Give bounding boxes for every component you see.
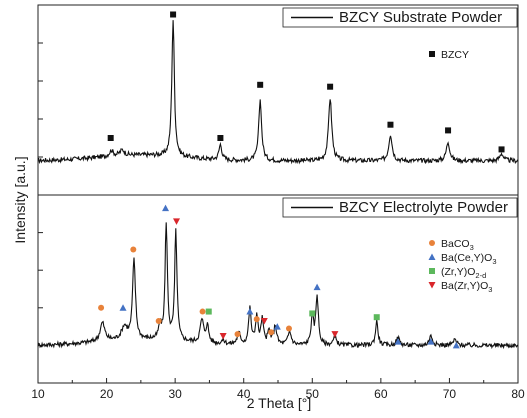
marker-legend-label: BaCO3 xyxy=(441,238,474,252)
phase-marker xyxy=(373,314,380,321)
phase-marker xyxy=(199,308,206,315)
legend: BZCY Substrate Powder xyxy=(282,7,518,28)
marker-legend-label: BZCY xyxy=(441,49,469,61)
x-tick-label: 30 xyxy=(168,387,182,401)
legend-box xyxy=(282,7,518,28)
xrd-pattern-line xyxy=(37,20,519,165)
phase-marker xyxy=(273,323,281,330)
marker-legend-label: Ba(Zr,Y)O3 xyxy=(441,280,492,294)
phase-marker xyxy=(246,308,254,315)
x-tick-label: 80 xyxy=(511,387,525,401)
panel-frame xyxy=(37,4,519,196)
marker-legend-subscript: 3 xyxy=(492,257,496,266)
phase-marker xyxy=(427,338,435,345)
marker-legend-symbol xyxy=(429,240,435,246)
x-tick-label: 60 xyxy=(374,387,388,401)
marker-legend-label: Ba(Ce,Y)O3 xyxy=(441,252,497,266)
phase-marker xyxy=(219,333,227,340)
phase-marker xyxy=(162,204,170,212)
x-tick-label: 20 xyxy=(100,387,114,401)
legend-label: BZCY Electrolyte Powder xyxy=(339,199,508,216)
phase-marker xyxy=(331,331,339,338)
phase-marker xyxy=(498,146,505,153)
phase-marker xyxy=(268,329,275,336)
x-tick-label: 10 xyxy=(31,387,45,401)
phase-marker xyxy=(285,325,292,332)
phase-marker xyxy=(234,331,241,338)
marker-legend: BZCY xyxy=(429,49,469,61)
phase-marker xyxy=(313,283,321,291)
legend-label: BZCY Substrate Powder xyxy=(339,9,502,26)
phase-marker xyxy=(394,338,402,345)
x-tick-label: 50 xyxy=(306,387,320,401)
marker-legend-symbol xyxy=(428,253,436,260)
phase-marker xyxy=(217,135,224,141)
phase-marker xyxy=(130,246,137,253)
phase-marker xyxy=(253,316,260,323)
phase-marker xyxy=(107,135,114,141)
phase-marker xyxy=(260,317,268,325)
marker-legend-symbol xyxy=(428,282,436,289)
phase-marker xyxy=(327,83,334,90)
phase-marker xyxy=(98,304,105,311)
phase-marker xyxy=(309,310,316,317)
phase-marker xyxy=(119,304,127,311)
phase-marker xyxy=(257,81,264,88)
phase-marker xyxy=(170,11,177,18)
marker-legend-label: (Zr,Y)O2-d xyxy=(441,266,486,280)
legend-box xyxy=(282,197,518,218)
marker-legend-symbol xyxy=(429,268,435,274)
marker-legend-subscript: 3 xyxy=(488,285,492,294)
phase-marker xyxy=(205,308,212,315)
y-axis-label: Intensity [a.u.] xyxy=(12,156,28,243)
x-axis: 10 20 30 40 50 60 70 80 xyxy=(31,378,525,401)
phase-marker xyxy=(445,127,452,134)
legend: BZCY Electrolyte Powder xyxy=(282,197,518,218)
marker-legend-subscript: 3 xyxy=(470,243,474,252)
phase-marker xyxy=(155,317,162,324)
phase-marker xyxy=(387,121,394,128)
x-axis-label: 2 Theta [°] xyxy=(247,395,312,411)
x-tick-label: 40 xyxy=(237,387,251,401)
marker-legend-subscript: 2-d xyxy=(475,271,486,280)
phase-marker xyxy=(173,218,181,225)
marker-legend-symbol xyxy=(429,51,435,57)
x-tick-label: 70 xyxy=(443,387,457,401)
phase-marker xyxy=(452,341,460,349)
xrd-pattern-line xyxy=(37,222,519,350)
panel-electrolyte: BZCY Electrolyte Powder BaCO3Ba(Ce,Y)O3(Z… xyxy=(37,194,519,384)
panel-substrate: BZCY Substrate Powder BZCY xyxy=(37,4,519,196)
